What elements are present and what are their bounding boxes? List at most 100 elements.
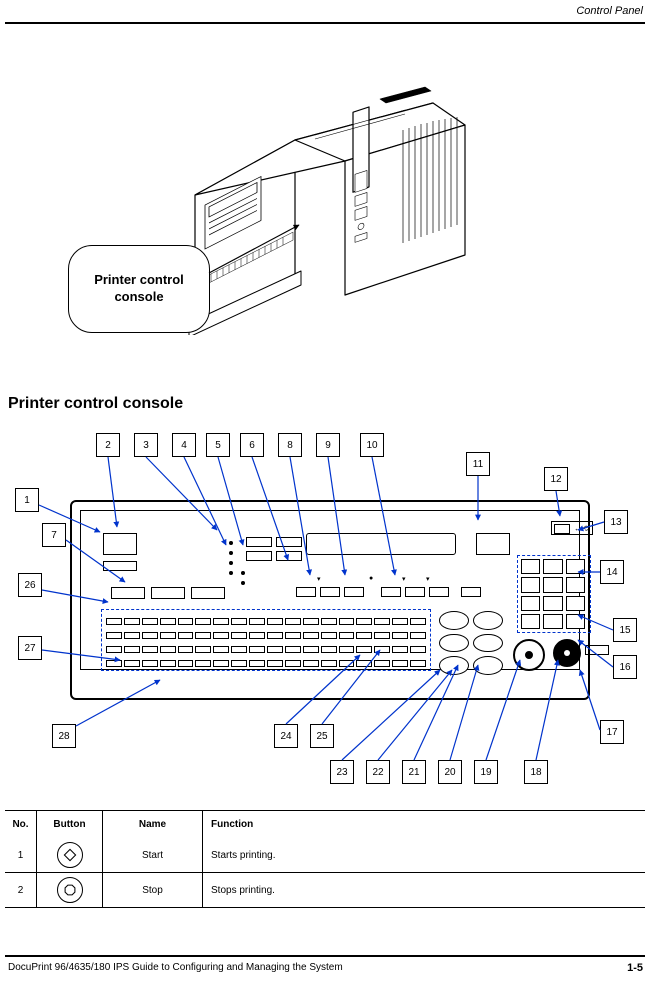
callout-label-6: 6 (240, 433, 264, 457)
callout-text: Printer control console (75, 272, 203, 306)
display-1 (103, 533, 137, 555)
cell-function: Stops printing. (203, 873, 645, 907)
button-reference-table: No. Button Name Function 1 StartStarts pr… (5, 810, 645, 908)
carriage-indicator: ↔ ⟲ (551, 521, 593, 535)
control-panel-diagram: ▾ ● ▾ ▾ (70, 500, 590, 720)
callout-label-18: 18 (524, 760, 548, 784)
key (521, 559, 540, 574)
key (521, 577, 540, 592)
button (296, 587, 316, 597)
callout-label-15: 15 (613, 618, 637, 642)
knob-icon (473, 656, 503, 675)
key (566, 614, 585, 629)
led-icon (229, 541, 233, 545)
header-right: Control Panel (576, 5, 643, 17)
callout-bubble: Printer control console (68, 245, 210, 333)
callout-label-28: 28 (52, 724, 76, 748)
button (320, 587, 340, 597)
button (276, 551, 302, 561)
callout-label-23: 23 (330, 760, 354, 784)
button (344, 587, 364, 597)
cell-button-icon (37, 838, 103, 872)
callout-label-9: 9 (316, 433, 340, 457)
button (405, 587, 425, 597)
marker-icon: ● (369, 575, 373, 582)
button (191, 587, 225, 599)
led-icon (229, 551, 233, 555)
led-icon (241, 571, 245, 575)
callout-label-11: 11 (466, 452, 490, 476)
key (566, 559, 585, 574)
knob-icon (439, 656, 469, 675)
cell-button-icon (37, 873, 103, 907)
callout-label-7: 7 (42, 523, 66, 547)
callout-label-21: 21 (402, 760, 426, 784)
callout-label-4: 4 (172, 433, 196, 457)
button (461, 587, 481, 597)
callout-label-24: 24 (274, 724, 298, 748)
col-name: Name (103, 811, 203, 838)
key (521, 614, 540, 629)
marker-icon: ▾ (426, 575, 430, 583)
start-icon (57, 842, 83, 868)
section-title: Printer control console (8, 395, 183, 413)
cell-name: Start (103, 838, 203, 872)
callout-label-2: 2 (96, 433, 120, 457)
table-row: 1 StartStarts printing. (5, 838, 645, 872)
callout-label-25: 25 (310, 724, 334, 748)
top-rule (5, 22, 645, 24)
cell-no: 1 (5, 838, 37, 872)
callout-label-13: 13 (604, 510, 628, 534)
footer-left: DocuPrint 96/4635/180 IPS Guide to Confi… (8, 962, 343, 973)
tray-rows-group (101, 609, 431, 671)
display-3 (476, 533, 510, 555)
stop-icon (57, 877, 83, 903)
key (543, 596, 562, 611)
col-no: No. (5, 811, 37, 838)
display-2 (103, 561, 137, 571)
led-icon (241, 581, 245, 585)
callout-label-26: 26 (18, 573, 42, 597)
bottom-rule (5, 955, 645, 957)
callout-label-22: 22 (366, 760, 390, 784)
key (566, 577, 585, 592)
led-icon (229, 571, 233, 575)
button (151, 587, 185, 599)
knob-icon (473, 611, 503, 630)
lcd-display (306, 533, 456, 555)
knob-icon (439, 611, 469, 630)
key (543, 559, 562, 574)
callout-label-1: 1 (15, 488, 39, 512)
callout-label-10: 10 (360, 433, 384, 457)
panel-inner: ▾ ● ▾ ▾ (80, 510, 580, 670)
cell-function: Starts printing. (203, 838, 645, 872)
key (543, 614, 562, 629)
callout-label-5: 5 (206, 433, 230, 457)
footer-page: 1-5 (627, 962, 643, 974)
col-button: Button (37, 811, 103, 838)
dial-icon (553, 639, 581, 667)
key (566, 596, 585, 611)
knob-icon (473, 634, 503, 653)
knob-icon (439, 634, 469, 653)
key (521, 596, 540, 611)
callout-label-17: 17 (600, 720, 624, 744)
button (276, 537, 302, 547)
knob-grid (439, 611, 503, 675)
keypad (521, 559, 585, 629)
button (381, 587, 401, 597)
panel-outer: ▾ ● ▾ ▾ (70, 500, 590, 700)
marker-icon: ▾ (317, 575, 321, 583)
cell-no: 2 (5, 873, 37, 907)
button (429, 587, 449, 597)
callout-label-12: 12 (544, 467, 568, 491)
callout-label-8: 8 (278, 433, 302, 457)
callout-label-16: 16 (613, 655, 637, 679)
callout-label-27: 27 (18, 636, 42, 660)
printer-rear-illustration (175, 75, 475, 335)
key (543, 577, 562, 592)
table-header-row: No. Button Name Function (5, 811, 645, 838)
callout-label-14: 14 (600, 560, 624, 584)
cell-name: Stop (103, 873, 203, 907)
col-function: Function (203, 811, 645, 838)
